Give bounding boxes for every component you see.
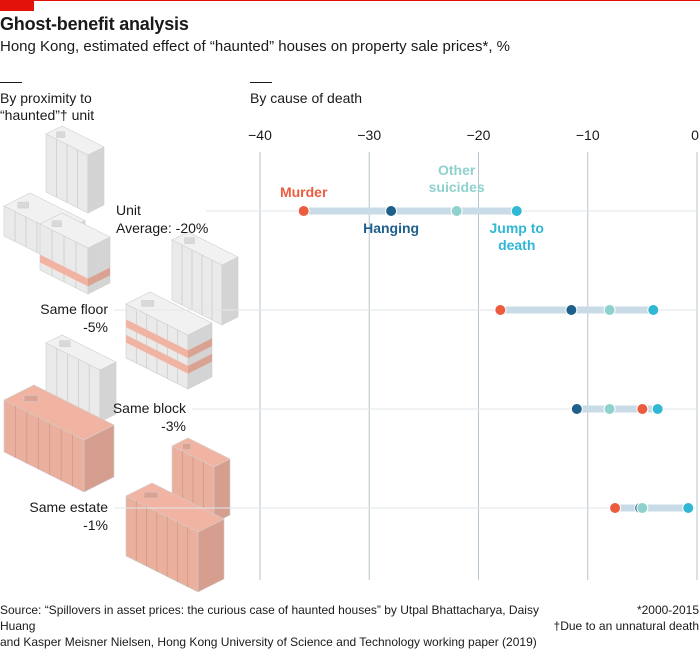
footnotes: *2000-2015 †Due to an unnatural death xyxy=(554,602,699,634)
rooftop-unit xyxy=(17,201,29,209)
highlighted-floor xyxy=(40,254,88,287)
building-unit-front xyxy=(39,212,111,295)
left-section-header: By proximity to “haunted”† unit xyxy=(0,90,94,124)
data-point-other-suicides xyxy=(636,502,649,514)
series-annotation: Murder xyxy=(280,184,328,200)
building-floor-front xyxy=(125,291,213,390)
data-point-jump-to-death xyxy=(651,403,664,415)
top-rule xyxy=(34,0,700,1)
rooftop-unit xyxy=(56,131,66,138)
footnote-period: *2000-2015 xyxy=(636,603,699,617)
building-block-front xyxy=(3,384,115,493)
right-header-rule xyxy=(250,82,272,83)
building-block-back xyxy=(45,334,117,423)
building-side-face xyxy=(221,256,239,326)
category-label: Same floor xyxy=(40,301,108,317)
chart-subtitle: Hong Kong, estimated effect of “haunted”… xyxy=(0,38,511,55)
x-tick-label: 0 xyxy=(691,127,699,143)
building-side-face xyxy=(213,458,231,524)
data-point-hanging xyxy=(565,304,578,316)
series-annotation: Hanging xyxy=(363,220,419,236)
rooftop-unit xyxy=(182,443,192,450)
footnote-dagger: †Due to an unnatural death xyxy=(553,619,699,633)
source-note: Source: “Spillovers in asset prices: the… xyxy=(0,602,560,650)
data-point-murder xyxy=(494,304,507,316)
building-side-face xyxy=(87,146,105,214)
data-point-murder xyxy=(636,403,649,415)
x-tick-label: −20 xyxy=(467,127,491,143)
highlighted-floor xyxy=(126,334,188,374)
category-value-label: Average: -20% xyxy=(116,220,208,236)
rooftop-unit xyxy=(51,220,62,227)
brand-tag xyxy=(0,0,34,11)
data-point-murder xyxy=(609,502,622,514)
source-line2: and Kasper Meisner Nielsen, Hong Kong Un… xyxy=(0,635,537,649)
rooftop-unit xyxy=(141,300,155,307)
x-tick-label: −30 xyxy=(357,127,381,143)
series-annotation: Other xyxy=(438,162,476,178)
building-floor-back xyxy=(171,231,239,326)
rooftop-unit xyxy=(59,340,71,347)
category-value-label: -3% xyxy=(161,418,186,434)
right-section-header: By cause of death xyxy=(250,90,363,106)
data-point-jump-to-death xyxy=(510,205,523,217)
data-point-jump-to-death xyxy=(647,304,660,316)
building-unit-back xyxy=(45,125,105,214)
data-point-jump-to-death xyxy=(682,502,695,514)
source-line1: Source: “Spillovers in asset prices: the… xyxy=(0,603,539,633)
left-header-line2: “haunted”† unit xyxy=(0,107,95,123)
building-illustrations xyxy=(3,125,239,593)
category-label: Same block xyxy=(113,400,187,416)
data-point-hanging xyxy=(570,403,583,415)
data-point-hanging xyxy=(385,205,398,217)
left-header-line1: By proximity to xyxy=(0,90,92,106)
rooftop-unit xyxy=(143,491,159,499)
highlighted-floor-side xyxy=(188,338,212,359)
highlighted-floor-side xyxy=(88,267,110,287)
category-value-label: -5% xyxy=(83,319,108,335)
chart-title: Ghost-benefit analysis xyxy=(0,14,189,34)
data-point-murder xyxy=(297,205,310,217)
data-point-other-suicides xyxy=(603,403,616,415)
x-tick-label: −40 xyxy=(248,127,272,143)
rooftop-unit xyxy=(23,395,39,402)
data-point-other-suicides xyxy=(450,205,463,217)
category-label: Same estate xyxy=(29,499,108,515)
category-value-label: -1% xyxy=(83,517,108,533)
x-tick-label: −10 xyxy=(576,127,600,143)
left-header-rule xyxy=(0,82,22,83)
series-annotation: suicides xyxy=(429,179,485,195)
series-annotation: death xyxy=(498,237,535,253)
category-label: Unit xyxy=(116,202,141,218)
series-annotation: Jump to xyxy=(490,220,544,236)
highlighted-floor xyxy=(126,319,188,359)
data-point-other-suicides xyxy=(603,304,616,316)
highlighted-floor-side xyxy=(188,353,212,374)
rooftop-unit xyxy=(184,237,195,244)
